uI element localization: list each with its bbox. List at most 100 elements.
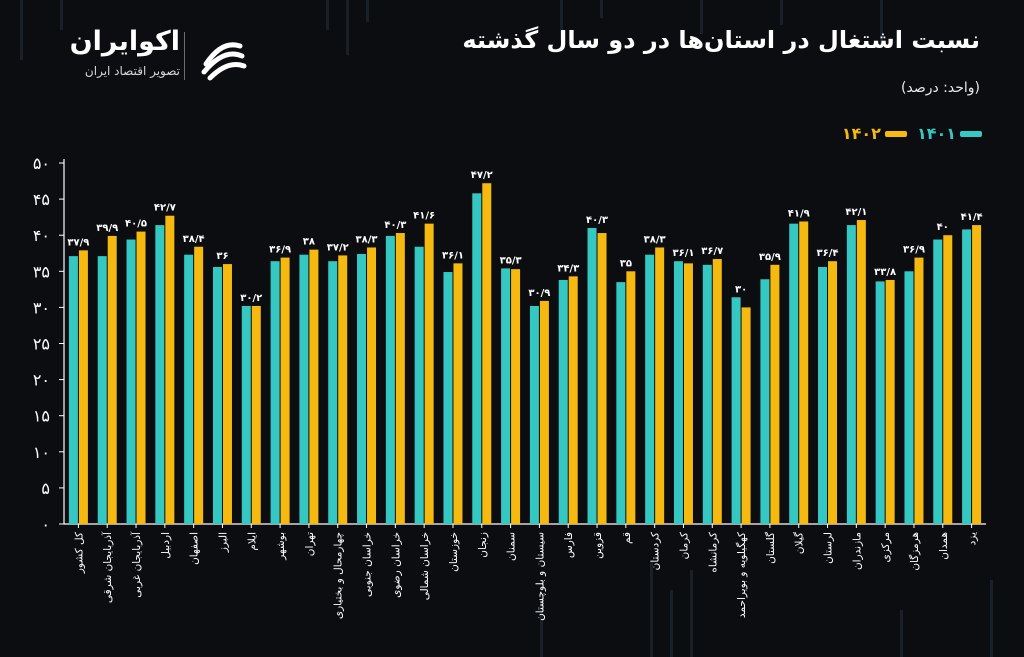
legend-item-1402: ۱۴۰۲ bbox=[842, 124, 907, 143]
data-label: ۳۶/۱ bbox=[672, 248, 694, 259]
bar-1402 bbox=[626, 271, 636, 524]
y-tick-label: ۳۵ bbox=[33, 262, 50, 281]
bar-1401 bbox=[529, 305, 539, 524]
data-label: ۳۷/۹ bbox=[67, 237, 89, 248]
data-label: ۳۴/۳ bbox=[557, 263, 579, 274]
bar-1401 bbox=[68, 256, 78, 524]
x-category-label: اصفهان bbox=[189, 532, 201, 565]
data-label: ۳۸/۳ bbox=[644, 234, 666, 245]
data-label: ۴۱/۹ bbox=[788, 208, 810, 219]
bar-1401 bbox=[270, 261, 280, 524]
x-category-label: ایلام bbox=[246, 532, 258, 551]
x-category-label: البرز bbox=[217, 532, 229, 553]
data-label: ۳۶/۹ bbox=[903, 245, 925, 256]
data-label: ۳۶/۹ bbox=[269, 245, 291, 256]
bar-1401 bbox=[155, 225, 165, 525]
bar-1401 bbox=[673, 261, 683, 524]
x-category-label: خراسان جنوبی bbox=[362, 532, 374, 597]
x-category-label: سمنان bbox=[506, 532, 518, 561]
data-label: ۴۱/۴ bbox=[961, 212, 983, 223]
bar-1402 bbox=[424, 223, 434, 524]
x-category-label: زنجان bbox=[477, 532, 489, 558]
bar-1402 bbox=[799, 221, 809, 524]
data-label: ۳۵ bbox=[620, 258, 632, 269]
data-label: ۴۰/۳ bbox=[586, 215, 608, 226]
data-label: ۴۰/۵ bbox=[125, 219, 147, 230]
x-category-label: لرستان bbox=[823, 532, 835, 564]
data-label: ۳۸/۳ bbox=[356, 234, 378, 245]
x-category-label: گلستان bbox=[764, 532, 777, 564]
bar-1401 bbox=[385, 235, 395, 524]
bar-1402 bbox=[453, 263, 463, 524]
bar-1402 bbox=[367, 247, 377, 524]
bar-1401 bbox=[328, 261, 338, 524]
x-category-label: خراسان رضوی bbox=[390, 532, 402, 598]
data-label: ۳۰/۲ bbox=[240, 293, 262, 304]
data-label: ۴۰/۳ bbox=[384, 220, 406, 231]
data-label: ۳۹/۹ bbox=[96, 223, 118, 234]
bar-1401 bbox=[587, 227, 597, 525]
bar-1401 bbox=[731, 297, 741, 524]
bar-1401 bbox=[789, 223, 799, 524]
x-category-label: یزد bbox=[967, 532, 979, 545]
data-label: ۳۳/۸ bbox=[874, 267, 896, 278]
x-category-label: هرمزگان bbox=[908, 532, 921, 571]
brand-logo: اکوایران تصویر اقتصاد ایران bbox=[36, 24, 256, 86]
logo-divider bbox=[184, 32, 185, 80]
y-tick-label: ۴۰ bbox=[33, 226, 50, 245]
bar-1402 bbox=[885, 279, 895, 524]
data-label: ۳۰ bbox=[735, 284, 747, 295]
x-category-label: قم bbox=[621, 532, 633, 544]
bar-1401 bbox=[962, 229, 972, 524]
bar-1401 bbox=[126, 239, 136, 525]
bar-1402 bbox=[511, 269, 521, 524]
data-label: ۴۱/۶ bbox=[413, 211, 435, 222]
bar-1401 bbox=[414, 246, 424, 524]
y-tick-label: ۴۵ bbox=[33, 190, 50, 209]
chart-title: نسبت اشتغال در استان‌ها در دو سال گذشته bbox=[462, 26, 980, 54]
bar-1401 bbox=[472, 193, 482, 524]
bar-1402 bbox=[194, 246, 204, 524]
x-category-label: همدان bbox=[938, 532, 950, 560]
bar-1401 bbox=[558, 279, 568, 524]
brand-mark-icon bbox=[201, 42, 247, 81]
x-category-label: مرکزی bbox=[880, 532, 892, 562]
bar-1402 bbox=[165, 215, 175, 524]
bar-1401 bbox=[184, 254, 194, 524]
data-label: ۳۶/۷ bbox=[701, 246, 723, 257]
x-category-label: بوشهر bbox=[275, 532, 287, 561]
data-label: ۴۲/۷ bbox=[154, 203, 176, 214]
bar-1402 bbox=[770, 264, 780, 524]
data-label: ۳۸/۴ bbox=[183, 234, 205, 245]
x-category-label: تهران bbox=[304, 532, 316, 556]
x-category-label: چهارمحال و بختیاری bbox=[333, 532, 345, 619]
y-tick-label: ۱۵ bbox=[33, 407, 50, 426]
y-tick-label: ۰ bbox=[41, 515, 50, 534]
bar-1402 bbox=[828, 261, 838, 524]
bar-1401 bbox=[501, 268, 511, 524]
data-label: ۳۶/۴ bbox=[817, 248, 839, 259]
bar-1402 bbox=[251, 305, 261, 524]
bar-1401 bbox=[875, 281, 885, 524]
x-category-label: خوزستان bbox=[448, 532, 460, 572]
bar-1402 bbox=[741, 307, 751, 524]
bar-1401 bbox=[846, 225, 856, 525]
bar-1401 bbox=[933, 239, 943, 525]
data-label: ۳۵/۹ bbox=[759, 252, 781, 263]
data-label: ۳۶ bbox=[216, 251, 228, 262]
bar-1401 bbox=[212, 266, 222, 524]
data-label: ۳۸ bbox=[303, 237, 315, 248]
data-label: ۴۰ bbox=[937, 222, 949, 233]
bar-1401 bbox=[904, 271, 914, 524]
x-category-label: کردستان bbox=[650, 532, 662, 570]
x-category-label: سیستان و بلوچستان bbox=[534, 532, 546, 621]
x-category-label: کهگیلویه و بویراحمد bbox=[735, 532, 748, 618]
legend-label-1402: ۱۴۰۲ bbox=[841, 124, 881, 143]
y-tick-label: ۲۵ bbox=[33, 335, 50, 354]
bar-1402 bbox=[683, 263, 693, 524]
bar-1402 bbox=[280, 257, 290, 524]
x-category-label: فارس bbox=[563, 532, 575, 558]
y-tick-label: ۲۰ bbox=[33, 371, 50, 390]
